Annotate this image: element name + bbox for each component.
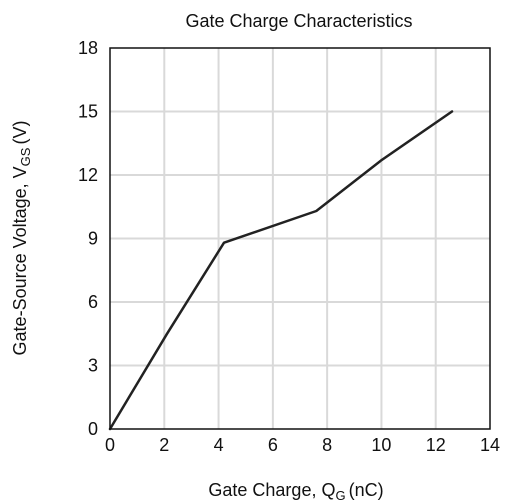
y-axis-title-unit: (V): [10, 121, 30, 145]
series-line: [108, 110, 454, 431]
y-tick-label: 9: [88, 229, 98, 249]
x-tick-label: 0: [105, 435, 115, 455]
y-tick-labels: 0 3 6 9 12 15 18: [78, 38, 98, 439]
x-axis-title-sub: G: [335, 488, 345, 503]
x-tick-label: 4: [214, 435, 224, 455]
x-tick-labels: 0 2 4 6 8 10 12 14: [105, 435, 500, 455]
x-axis-title: Gate Charge, QG (nC): [208, 480, 383, 503]
plot-frame: [109, 47, 491, 430]
y-tick-label: 3: [88, 356, 98, 376]
series-layer: [108, 110, 454, 431]
x-tick-label: 12: [426, 435, 446, 455]
x-axis-title-unit: (nC): [349, 480, 384, 500]
x-tick-label: 10: [371, 435, 391, 455]
x-tick-label: 2: [159, 435, 169, 455]
chart-title: Gate Charge Characteristics: [185, 11, 412, 31]
y-tick-label: 6: [88, 292, 98, 312]
x-tick-label: 6: [268, 435, 278, 455]
y-tick-label: 18: [78, 38, 98, 58]
x-tick-label: 14: [480, 435, 500, 455]
x-tick-label: 8: [322, 435, 332, 455]
x-axis-title-main: Gate Charge, Q: [208, 480, 335, 500]
y-tick-label: 0: [88, 419, 98, 439]
y-tick-label: 12: [78, 165, 98, 185]
grid: [110, 48, 490, 429]
y-axis-title: Gate-Source Voltage, VGS (V): [10, 121, 33, 356]
y-tick-label: 15: [78, 102, 98, 122]
y-axis-title-main: Gate-Source Voltage, V: [10, 166, 30, 355]
y-axis-title-sub: GS: [18, 147, 33, 166]
